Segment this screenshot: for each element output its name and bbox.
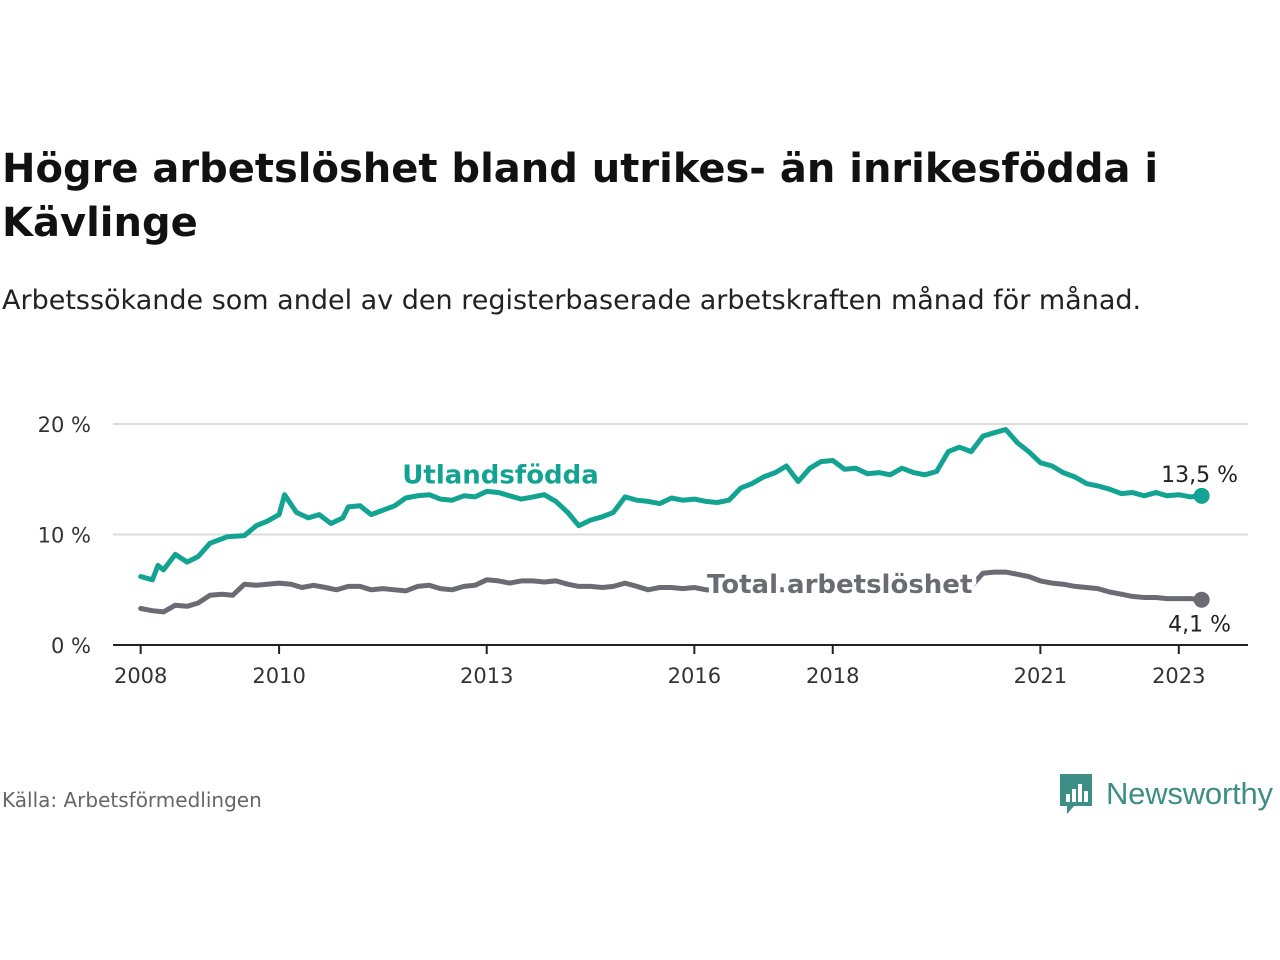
- x-tick-label: 2023: [1152, 664, 1205, 688]
- series-end-point: [1193, 487, 1210, 504]
- y-tick-label: 20 %: [38, 413, 91, 437]
- series-end-point: [1193, 591, 1210, 608]
- brand-name: Newsworthy: [1106, 776, 1273, 811]
- source-note: Källa: Arbetsförmedlingen: [2, 788, 262, 812]
- x-tick-label: 2008: [114, 664, 167, 688]
- newsworthy-bar-chart-icon: [1060, 774, 1092, 814]
- series-inline-label: Total arbetslöshet: [707, 570, 972, 600]
- series-line-total: [138, 569, 1205, 615]
- x-tick-label: 2016: [668, 664, 721, 688]
- y-tick-label: 0 %: [51, 634, 91, 658]
- series-lines: [138, 427, 1210, 615]
- series-end-label: 4,1 %: [1168, 613, 1231, 638]
- chart-title: Högre arbetslöshet bland utrikes- än inr…: [2, 146, 1159, 246]
- y-tick-label: 10 %: [38, 524, 91, 548]
- series-end-label: 13,5 %: [1161, 463, 1238, 488]
- x-axis-ticks: 2008 2010 2013 2016 2018 2021 2023: [114, 645, 1206, 688]
- x-tick-label: 2010: [252, 664, 305, 688]
- brand-logo[interactable]: Newsworthy: [1058, 772, 1273, 816]
- series-line-utlandsfodda: [138, 427, 1205, 583]
- x-tick-label: 2018: [806, 664, 859, 688]
- series-labels: 13,5 % Utlandsfödda 4,1 % Total arbetslöshe…: [398, 456, 1238, 638]
- gridlines: [113, 423, 1248, 536]
- y-axis-ticks: 0 % 10 % 20 %: [38, 413, 91, 658]
- series-inline-label: Utlandsfödda: [402, 461, 599, 491]
- line-chart: 0 % 10 % 20 % 2008 2010 2013 2016 2018 2021 2023…: [38, 413, 1248, 688]
- x-tick-label: 2013: [460, 664, 513, 688]
- x-tick-label: 2021: [1014, 664, 1067, 688]
- chart-subtitle: Arbetssökande som andel av den registerb…: [2, 285, 1142, 316]
